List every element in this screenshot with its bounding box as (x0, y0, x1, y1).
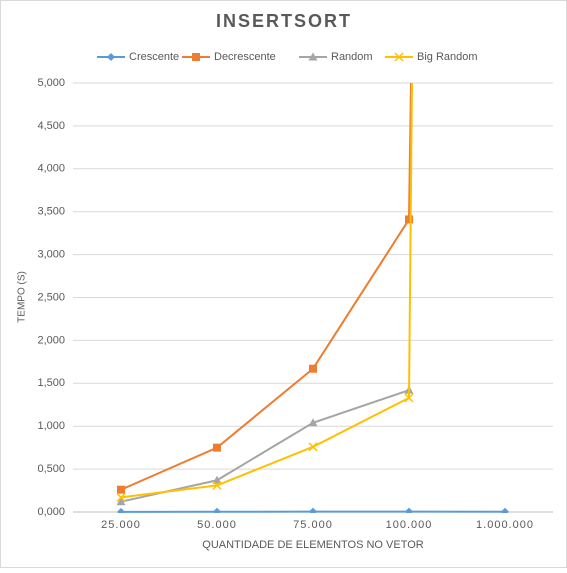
legend-label: Big Random (417, 51, 478, 63)
y-tick-label: 1,000 (37, 420, 65, 432)
y-tick-label: 0,000 (37, 506, 65, 518)
x-tick-label: 100.000 (386, 519, 433, 531)
y-tick-label: 3,500 (37, 206, 65, 218)
x-tick-label: 75.000 (293, 519, 333, 531)
y-tick-label: 0,500 (37, 463, 65, 475)
x-tick-label: 50.000 (197, 519, 237, 531)
marker (117, 486, 125, 494)
marker (192, 53, 200, 61)
legend-label: Crescente (129, 51, 179, 63)
y-tick-label: 5,000 (37, 77, 65, 89)
y-tick-label: 3,000 (37, 249, 65, 261)
marker (405, 215, 413, 223)
x-axis-title: QUANTIDADE DE ELEMENTOS NO VETOR (202, 539, 424, 551)
y-tick-label: 1,500 (37, 377, 65, 389)
y-axis-title: TEMPO (S) (17, 271, 28, 323)
y-tick-label: 2,000 (37, 334, 65, 346)
legend-label: Random (331, 51, 373, 63)
y-tick-label: 2,500 (37, 291, 65, 303)
chart-title: INSERTSORT (216, 11, 352, 31)
marker (309, 365, 317, 373)
x-tick-label: 25.000 (101, 519, 141, 531)
legend-label: Decrescente (214, 51, 276, 63)
y-tick-label: 4,500 (37, 120, 65, 132)
x-tick-label: 1.000.000 (476, 519, 534, 531)
marker (213, 444, 221, 452)
y-tick-label: 4,000 (37, 163, 65, 175)
